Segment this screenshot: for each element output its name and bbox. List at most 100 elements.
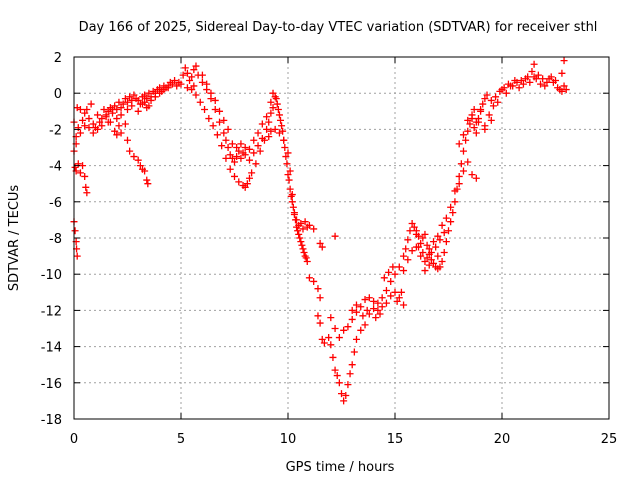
- data-point: [235, 178, 243, 186]
- data-point: [277, 116, 285, 124]
- data-point: [382, 299, 390, 307]
- data-point: [134, 96, 142, 104]
- data-point: [387, 292, 395, 300]
- data-point: [98, 115, 106, 123]
- data-point: [126, 93, 134, 101]
- x-tick-label: 20: [494, 432, 511, 447]
- data-point: [252, 160, 260, 168]
- data-point: [85, 115, 93, 123]
- data-point: [462, 136, 470, 144]
- data-point: [216, 107, 224, 115]
- data-point: [346, 370, 354, 378]
- data-point: [209, 122, 217, 130]
- data-point: [111, 127, 119, 135]
- data-point: [228, 140, 236, 148]
- data-point: [481, 95, 489, 103]
- data-point: [291, 216, 299, 224]
- data-point: [245, 156, 253, 164]
- data-point: [404, 256, 412, 264]
- data-point: [143, 95, 151, 103]
- data-point: [183, 84, 191, 92]
- data-point: [515, 84, 523, 92]
- data-point: [192, 62, 200, 70]
- data-point: [365, 294, 373, 302]
- data-point: [121, 120, 129, 128]
- data-point: [143, 176, 151, 184]
- data-point: [361, 296, 369, 304]
- data-point: [447, 218, 455, 226]
- data-point: [419, 248, 427, 256]
- data-point: [558, 87, 566, 95]
- data-point: [301, 218, 309, 226]
- data-point: [489, 102, 497, 110]
- data-point: [363, 306, 371, 314]
- data-point: [408, 220, 416, 228]
- data-point: [502, 89, 510, 97]
- data-point: [430, 259, 438, 267]
- data-point: [145, 89, 153, 97]
- data-point: [198, 78, 206, 86]
- data-point: [436, 263, 444, 271]
- data-point: [310, 225, 318, 233]
- data-point: [111, 102, 119, 110]
- data-point: [451, 198, 459, 206]
- data-point: [417, 252, 425, 260]
- data-point: [545, 75, 553, 83]
- y-tick-label: -16: [41, 377, 62, 392]
- data-point: [117, 104, 125, 112]
- data-point: [314, 312, 322, 320]
- data-point: [256, 147, 264, 155]
- data-point: [226, 151, 234, 159]
- data-point: [89, 129, 97, 137]
- data-point: [296, 234, 304, 242]
- data-point: [269, 104, 277, 112]
- data-point: [102, 111, 110, 119]
- data-point: [537, 80, 545, 88]
- data-point: [305, 221, 313, 229]
- data-point: [464, 116, 472, 124]
- data-point: [83, 105, 91, 113]
- data-point: [79, 116, 87, 124]
- data-point: [357, 326, 365, 334]
- data-point: [233, 144, 241, 151]
- data-point: [82, 183, 90, 191]
- data-point: [498, 86, 506, 94]
- data-point: [245, 174, 253, 182]
- data-point: [222, 154, 230, 162]
- data-point: [449, 209, 457, 217]
- data-point: [286, 185, 294, 193]
- data-point: [378, 294, 386, 302]
- data-point: [289, 203, 297, 211]
- data-point: [541, 82, 549, 90]
- data-point: [560, 57, 568, 65]
- data-point: [117, 129, 125, 137]
- data-point: [539, 75, 547, 83]
- data-point: [173, 82, 181, 90]
- data-point: [282, 153, 290, 161]
- data-point: [352, 335, 360, 343]
- data-point: [549, 78, 557, 86]
- data-point: [365, 310, 373, 318]
- data-point: [233, 153, 241, 161]
- data-point: [298, 241, 306, 249]
- y-tick-label: -14: [41, 341, 62, 356]
- data-point: [485, 111, 493, 119]
- data-point: [278, 122, 286, 130]
- data-point: [241, 183, 249, 191]
- data-point: [71, 227, 79, 235]
- data-point: [378, 303, 386, 311]
- data-point: [250, 136, 258, 144]
- data-point: [483, 91, 491, 99]
- data-point: [181, 64, 189, 72]
- data-point: [427, 248, 435, 256]
- data-point: [297, 238, 305, 246]
- data-point: [190, 66, 198, 74]
- series-track-h: [76, 71, 310, 262]
- data-point: [207, 89, 215, 97]
- data-point: [438, 221, 446, 229]
- data-point: [423, 254, 431, 262]
- data-point: [472, 118, 480, 126]
- data-point: [147, 96, 155, 104]
- data-point: [286, 167, 294, 175]
- data-point: [76, 129, 84, 137]
